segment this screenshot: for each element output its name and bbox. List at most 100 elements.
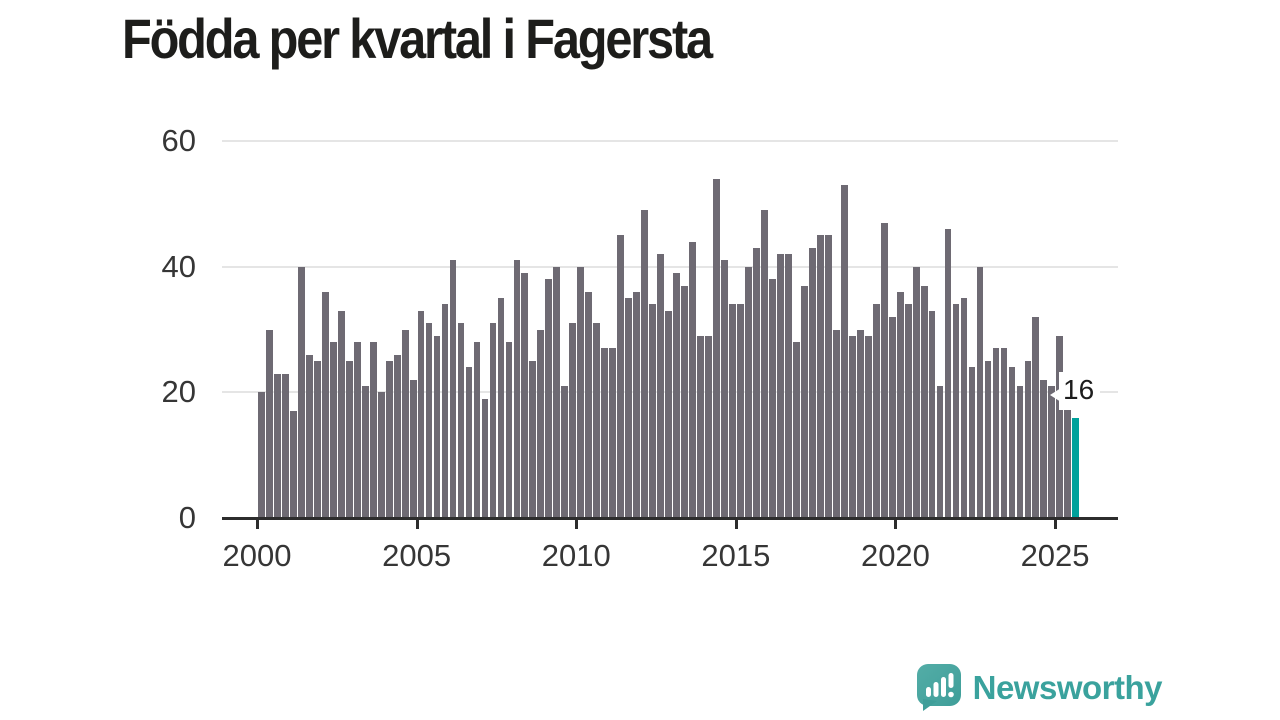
x-tick-label-2000: 2000 <box>222 538 292 573</box>
bar-2015-Q4 <box>761 210 768 518</box>
y-tick-label-40: 40 <box>161 248 196 284</box>
bar-2011-Q4 <box>633 291 641 518</box>
bar-2022-Q4 <box>984 360 992 518</box>
bar-2009-Q1 <box>545 279 553 518</box>
bar-2018-Q1 <box>832 329 840 518</box>
newsworthy-logo: Newsworthy <box>916 663 1163 712</box>
bar-2005-Q2 <box>425 323 433 518</box>
brand-name: Newsworthy <box>972 668 1163 706</box>
bar-2002-Q3 <box>337 310 345 518</box>
x-tick-2000 <box>256 520 259 529</box>
y-tick-label-20: 20 <box>161 374 196 410</box>
bar-2009-Q3 <box>561 386 569 518</box>
gridline-60 <box>222 140 1118 142</box>
bar-2002-Q4 <box>345 360 353 518</box>
bar-2004-Q3 <box>401 329 409 518</box>
bar-2012-Q4 <box>665 310 672 518</box>
bar-2011-Q1 <box>609 348 617 518</box>
bar-2008-Q3 <box>529 360 537 518</box>
x-tick-2015 <box>734 520 738 529</box>
bar-2006-Q2 <box>457 323 465 518</box>
bar-2011-Q3 <box>625 298 633 518</box>
bar-2004-Q2 <box>393 354 401 518</box>
bar-2008-Q2 <box>521 273 529 518</box>
bar-2020-Q3 <box>912 266 920 518</box>
bar-2024-Q2 <box>1032 316 1040 518</box>
bar-2002-Q2 <box>329 342 337 518</box>
bar-2017-Q2 <box>808 247 816 518</box>
bar-2021-Q4 <box>952 304 960 518</box>
bar-2023-Q2 <box>1000 348 1008 518</box>
bar-2017-Q1 <box>800 285 808 518</box>
bar-2006-Q4 <box>473 342 481 518</box>
bar-2021-Q3 <box>944 229 952 518</box>
bar-2003-Q2 <box>361 386 369 518</box>
y-tick-label-0: 0 <box>178 500 196 535</box>
bar-2014-Q1 <box>705 335 712 518</box>
x-tick-2020 <box>894 520 898 529</box>
bar-2010-Q1 <box>577 266 585 518</box>
bar-2012-Q3 <box>657 254 665 518</box>
bar-2013-Q3 <box>689 241 696 518</box>
bar-2021-Q1 <box>928 310 936 518</box>
bar-2003-Q3 <box>369 342 377 518</box>
bar-2000-Q2 <box>265 329 273 518</box>
bar-2000-Q3 <box>273 373 281 518</box>
bar-2004-Q4 <box>409 379 417 518</box>
bar-2019-Q2 <box>872 304 880 518</box>
bar-2023-Q3 <box>1008 367 1016 518</box>
bar-2004-Q1 <box>385 360 393 518</box>
bar-2021-Q2 <box>936 386 944 518</box>
bar-2001-Q1 <box>289 411 297 518</box>
bar-2006-Q3 <box>465 367 473 518</box>
bar-2016-Q2 <box>776 254 784 518</box>
bar-2019-Q1 <box>864 335 872 518</box>
bar-2016-Q4 <box>792 342 800 518</box>
bar-2016-Q3 <box>784 254 792 518</box>
bar-2019-Q4 <box>888 316 896 518</box>
bar-2000-Q1 <box>258 392 265 518</box>
bar-2018-Q4 <box>856 329 864 518</box>
bar-2023-Q4 <box>1016 386 1024 518</box>
x-tick-label-2005: 2005 <box>382 538 452 573</box>
bar-2024-Q3 <box>1040 379 1048 518</box>
bar-2016-Q1 <box>769 279 776 518</box>
births-per-quarter-chart: 0 20 40 60 2000 2005 2010 2015 2020 2025 16 <box>161 121 1118 573</box>
y-tick-label-60: 60 <box>161 123 196 158</box>
bar-2000-Q4 <box>281 373 289 518</box>
speech-bubble-bar-chart-icon <box>916 664 961 711</box>
x-tick-label-2025: 2025 <box>1020 538 1090 573</box>
bar-2024-Q4 <box>1048 386 1056 518</box>
x-axis-line <box>222 517 1118 520</box>
bar-2015-Q2 <box>745 266 752 518</box>
bar-2010-Q4 <box>601 348 609 518</box>
bar-2019-Q3 <box>880 222 888 518</box>
bar-2015-Q1 <box>737 304 744 518</box>
bar-2008-Q1 <box>513 260 521 518</box>
bar-2007-Q2 <box>489 323 497 518</box>
bar-2001-Q2 <box>297 266 305 518</box>
bar-2012-Q1 <box>641 210 649 518</box>
bar-2025-Q1 <box>1056 335 1064 518</box>
bar-2012-Q2 <box>649 304 657 518</box>
x-tick-2025 <box>1054 520 1058 529</box>
bar-2020-Q1 <box>896 291 904 518</box>
bar-2007-Q4 <box>505 342 513 518</box>
bar-2008-Q4 <box>537 329 545 518</box>
bar-2022-Q3 <box>976 266 984 518</box>
bar-2007-Q1 <box>481 398 489 518</box>
bar-2014-Q3 <box>721 260 728 518</box>
bar-2015-Q3 <box>753 247 760 518</box>
bar-2022-Q1 <box>960 298 968 518</box>
x-tick-2010 <box>575 520 579 529</box>
bar-2024-Q1 <box>1024 360 1032 518</box>
bar-2025-Q3 <box>1072 417 1080 518</box>
x-tick-label-2015: 2015 <box>701 538 771 573</box>
bar-2018-Q3 <box>848 335 856 518</box>
bar-2001-Q3 <box>305 354 313 518</box>
bar-2023-Q1 <box>992 348 1000 518</box>
bar-2005-Q4 <box>441 304 449 518</box>
x-tick-label-2010: 2010 <box>541 538 611 573</box>
bar-2014-Q2 <box>713 178 720 518</box>
bar-series <box>258 121 1080 518</box>
